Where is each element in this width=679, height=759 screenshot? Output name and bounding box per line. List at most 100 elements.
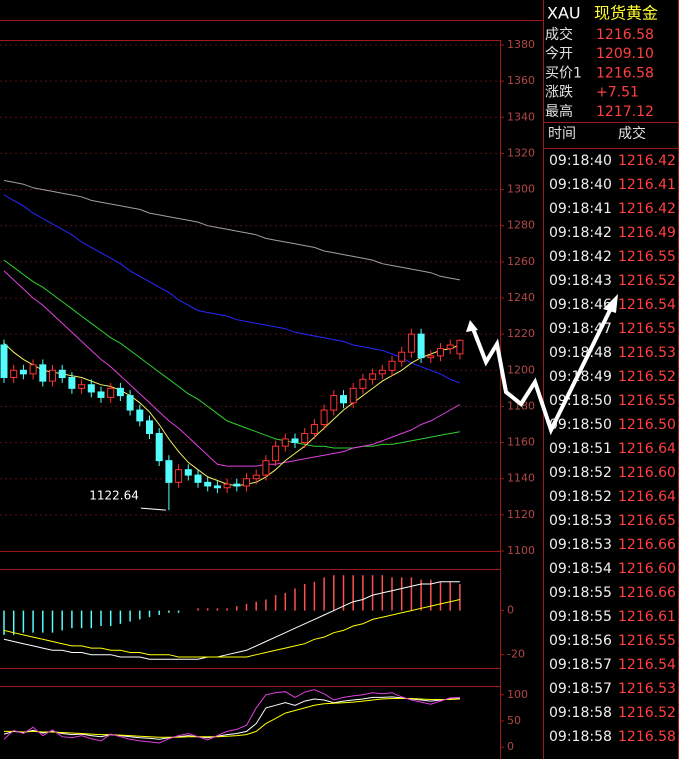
candle-body xyxy=(349,387,357,404)
annotation-line xyxy=(140,507,166,511)
y-tick-label: -20 xyxy=(507,648,525,661)
quote-value: +7.51 xyxy=(596,85,639,101)
trade-time: 09:18:42 xyxy=(549,249,612,265)
candle-body xyxy=(0,344,8,379)
trade-price: 1216.55 xyxy=(618,321,676,337)
candle-body xyxy=(78,384,86,389)
candle-body xyxy=(243,478,250,487)
candle-body xyxy=(126,395,134,411)
candle-body xyxy=(175,469,183,483)
indicator-line xyxy=(4,698,460,738)
candle-body xyxy=(19,369,27,375)
candle-body xyxy=(146,420,153,435)
candle-body xyxy=(165,460,173,483)
candle-body xyxy=(291,438,299,444)
y-tick-label: 1220 xyxy=(507,327,535,340)
y-tick-label: 1360 xyxy=(507,74,535,87)
candle-body xyxy=(378,369,386,375)
y-tick-label: 1200 xyxy=(507,363,535,376)
quote-label: 今开 xyxy=(545,46,573,62)
trade-time: 09:18:54 xyxy=(549,561,612,577)
candle-body xyxy=(359,378,367,389)
trade-time: 09:18:57 xyxy=(549,657,612,673)
indicator-line xyxy=(3,342,461,487)
candle-body xyxy=(320,409,328,425)
y-tick-label: 1120 xyxy=(507,508,535,521)
quote-value: 1217.12 xyxy=(596,104,654,120)
candle-body xyxy=(87,384,95,393)
trade-price: 1216.60 xyxy=(618,561,676,577)
trade-time: 09:18:53 xyxy=(549,513,612,529)
candle-body xyxy=(136,409,144,422)
trade-price: 1216.64 xyxy=(618,489,676,505)
trade-price: 1216.64 xyxy=(618,441,676,457)
indicator-line xyxy=(3,270,461,467)
candle-body xyxy=(369,373,377,380)
candle-body xyxy=(340,395,347,404)
trade-price: 1216.66 xyxy=(618,585,676,601)
y-tick-label: 100 xyxy=(507,688,528,701)
candle-body xyxy=(301,433,309,444)
trade-time: 09:18:47 xyxy=(549,321,612,337)
candle-body xyxy=(97,391,105,398)
quote-label: 最高 xyxy=(545,103,573,120)
trade-time: 09:18:56 xyxy=(549,633,612,649)
trade-price: 1216.42 xyxy=(618,201,676,217)
y-tick-label: 1140 xyxy=(507,472,535,485)
quote-value: 1209.10 xyxy=(596,46,654,62)
candle-body xyxy=(213,485,221,489)
trade-time: 09:18:42 xyxy=(549,225,612,241)
candle-body xyxy=(272,445,280,462)
trade-time: 09:18:55 xyxy=(549,609,612,625)
trade-price: 1216.61 xyxy=(618,609,676,625)
quote-label: 成交 xyxy=(545,26,573,43)
trade-price: 1216.54 xyxy=(618,657,676,673)
trade-time: 09:18:48 xyxy=(549,345,612,361)
trade-time: 09:18:49 xyxy=(549,369,612,385)
quote-label: 涨跌 xyxy=(545,85,573,101)
trade-price: 1216.42 xyxy=(618,153,676,169)
y-tick-label: 1340 xyxy=(507,110,535,123)
quote-value: 1216.58 xyxy=(596,27,654,43)
trade-price: 1216.54 xyxy=(618,297,676,313)
y-tick-label: 1280 xyxy=(507,219,535,232)
trade-time: 09:18:40 xyxy=(549,153,612,169)
trade-price: 1216.55 xyxy=(618,633,676,649)
y-tick-label: 1380 xyxy=(507,38,535,51)
y-tick-label: 50 xyxy=(507,714,521,727)
indicator-line xyxy=(3,180,460,281)
instrument-name: 现货黄金 xyxy=(594,4,658,23)
y-tick-label: 1320 xyxy=(507,146,535,159)
trade-price: 1216.65 xyxy=(618,513,676,529)
trade-time: 09:18:50 xyxy=(549,417,612,433)
trade-price: 1216.66 xyxy=(618,537,676,553)
symbol: XAU xyxy=(547,4,581,23)
trade-price: 1216.50 xyxy=(618,417,676,433)
trade-time: 09:18:40 xyxy=(549,177,612,193)
candle-body xyxy=(49,369,56,382)
trade-time: 09:18:58 xyxy=(549,729,612,745)
indicator-line xyxy=(3,599,461,658)
candle-body xyxy=(252,474,260,480)
trade-price: 1216.41 xyxy=(618,177,676,193)
trade-price: 1216.52 xyxy=(618,273,676,289)
annotation: 1122.64 xyxy=(89,489,139,503)
candle-body xyxy=(155,433,163,462)
arrow-zigzag xyxy=(470,305,614,436)
y-tick-label: 0 xyxy=(507,604,514,617)
indicator-line xyxy=(3,696,460,740)
indicator-line xyxy=(3,259,460,449)
y-tick-label: 1300 xyxy=(507,183,535,196)
y-tick-label: 1100 xyxy=(507,544,535,557)
trade-price: 1216.55 xyxy=(618,393,676,409)
y-tick-label: 1160 xyxy=(507,436,535,449)
trade-time: 09:18:52 xyxy=(549,489,612,505)
candle-body xyxy=(310,424,318,435)
quote-value: 1216.58 xyxy=(596,65,654,81)
trade-price: 1216.52 xyxy=(618,369,676,385)
quote-label: 买价1 xyxy=(545,65,582,81)
y-tick-label: 1260 xyxy=(507,255,535,268)
candle-body xyxy=(446,344,454,350)
